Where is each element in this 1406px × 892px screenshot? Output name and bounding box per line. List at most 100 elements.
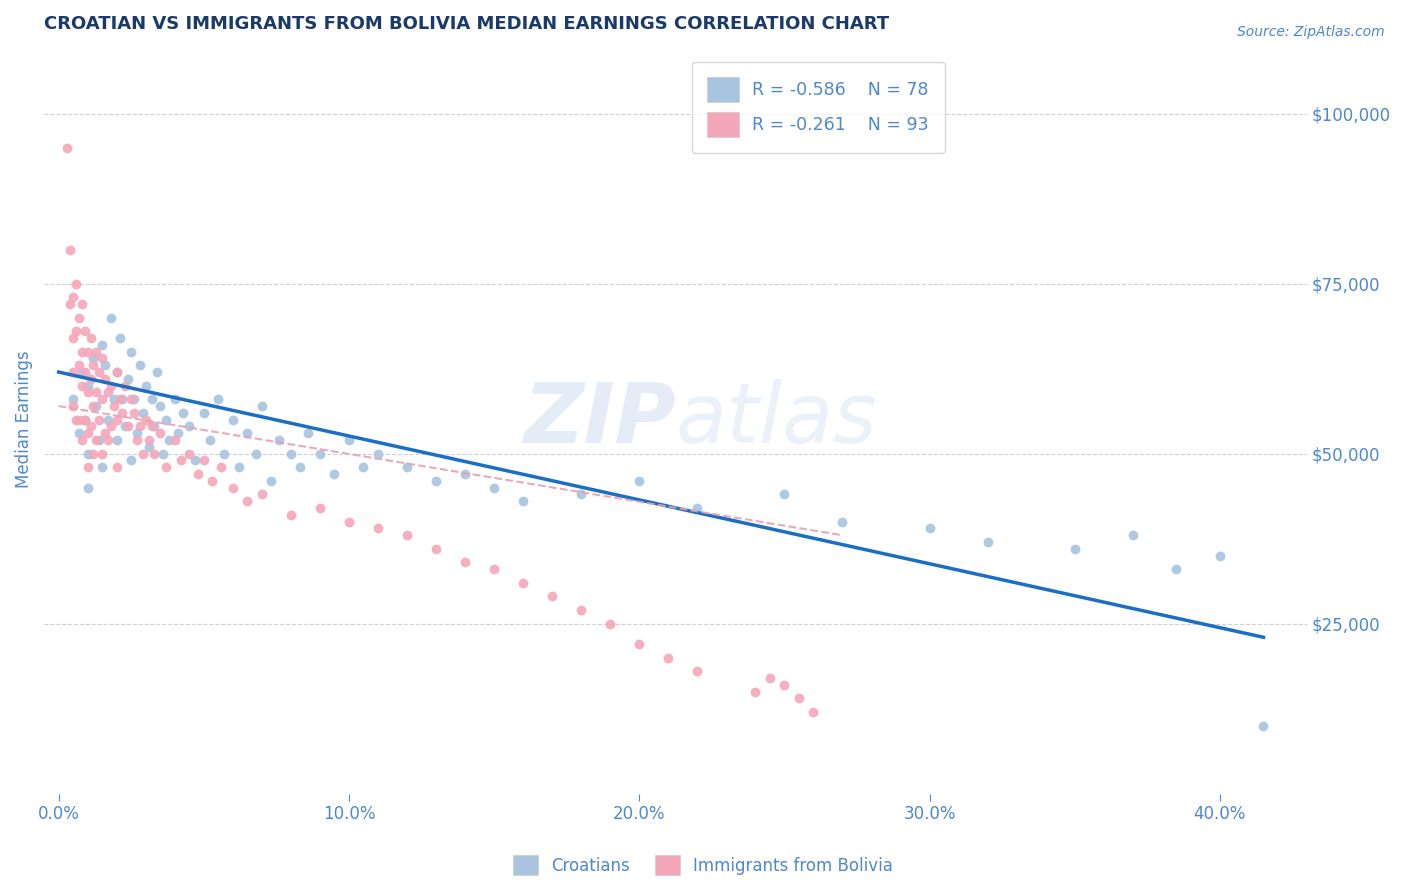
Point [76, 460, 98, 475]
Point [599, 616, 621, 631]
Point [65, 412, 87, 426]
Point [193, 453, 215, 467]
Point [744, 684, 766, 698]
Point [454, 467, 477, 481]
Point [193, 406, 215, 420]
Point [250, 487, 273, 501]
Point [157, 433, 180, 447]
Point [79, 372, 101, 386]
Y-axis label: Median Earnings: Median Earnings [15, 351, 32, 489]
Point [482, 562, 505, 576]
Point [482, 481, 505, 495]
Point [120, 453, 142, 467]
Point [179, 447, 201, 461]
Point [155, 412, 177, 426]
Point [125, 433, 148, 447]
Point [79, 419, 101, 434]
Point [120, 392, 142, 407]
Point [759, 671, 782, 685]
Point [787, 691, 810, 706]
Point [569, 487, 592, 501]
Point [73, 324, 96, 338]
Point [1253, 719, 1275, 733]
Point [132, 406, 155, 420]
Point [831, 515, 853, 529]
Point [73, 365, 96, 379]
Point [67, 426, 90, 441]
Point [149, 399, 172, 413]
Point [76, 447, 98, 461]
Point [353, 460, 375, 475]
Point [138, 433, 160, 447]
Point [114, 378, 136, 392]
Point [76, 344, 98, 359]
Point [114, 419, 136, 434]
Point [89, 433, 111, 447]
Point [280, 508, 302, 522]
Point [129, 358, 152, 372]
Point [288, 460, 311, 475]
Point [117, 419, 139, 434]
Point [201, 474, 224, 488]
Point [111, 406, 134, 420]
Point [76, 481, 98, 495]
Point [70, 378, 93, 392]
Point [108, 331, 131, 345]
Point [62, 331, 84, 345]
Point [97, 433, 120, 447]
Text: ZIP: ZIP [523, 379, 675, 460]
Point [143, 419, 166, 434]
Point [67, 310, 90, 325]
Legend: Croatians, Immigrants from Bolivia: Croatians, Immigrants from Bolivia [505, 847, 901, 884]
Point [70, 365, 93, 379]
Point [94, 358, 117, 372]
Point [91, 392, 114, 407]
Point [236, 426, 259, 441]
Point [100, 310, 122, 325]
Point [395, 460, 418, 475]
Point [79, 331, 101, 345]
Point [76, 426, 98, 441]
Point [297, 426, 319, 441]
Point [367, 447, 389, 461]
Point [125, 426, 148, 441]
Point [146, 365, 169, 379]
Point [76, 385, 98, 400]
Point [105, 365, 128, 379]
Point [1166, 562, 1188, 576]
Point [309, 501, 332, 516]
Point [89, 412, 111, 426]
Point [82, 358, 104, 372]
Point [62, 392, 84, 407]
Point [163, 392, 186, 407]
Point [91, 351, 114, 366]
Point [1122, 528, 1144, 542]
Point [73, 412, 96, 426]
Point [65, 324, 87, 338]
Point [152, 447, 174, 461]
Point [628, 637, 651, 651]
Point [94, 426, 117, 441]
Point [105, 365, 128, 379]
Text: Source: ZipAtlas.com: Source: ZipAtlas.com [1237, 25, 1385, 39]
Point [141, 392, 163, 407]
Point [269, 433, 291, 447]
Point [122, 406, 145, 420]
Point [187, 467, 209, 481]
Point [108, 392, 131, 407]
Point [222, 412, 245, 426]
Point [132, 447, 155, 461]
Point [76, 378, 98, 392]
Point [184, 453, 207, 467]
Point [70, 433, 93, 447]
Text: atlas: atlas [675, 379, 877, 460]
Point [169, 453, 191, 467]
Point [86, 399, 108, 413]
Point [100, 378, 122, 392]
Point [56, 141, 79, 155]
Point [1209, 549, 1232, 563]
Point [228, 460, 250, 475]
Point [65, 277, 87, 291]
Point [425, 541, 447, 556]
Point [103, 392, 125, 407]
